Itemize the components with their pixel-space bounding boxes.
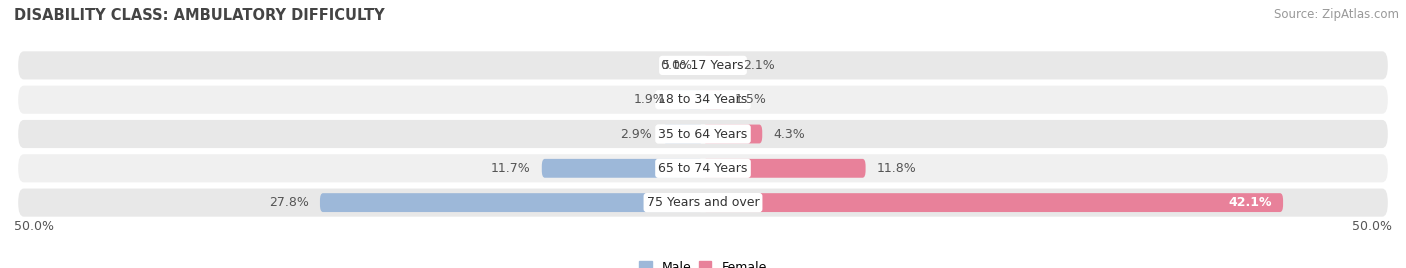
Text: 1.9%: 1.9% (634, 93, 666, 106)
Text: 4.3%: 4.3% (773, 128, 806, 140)
Text: 11.7%: 11.7% (491, 162, 531, 175)
FancyBboxPatch shape (703, 125, 762, 143)
FancyBboxPatch shape (676, 90, 703, 109)
Text: 18 to 34 Years: 18 to 34 Years (658, 93, 748, 106)
FancyBboxPatch shape (703, 159, 866, 178)
Text: 2.9%: 2.9% (620, 128, 652, 140)
Text: Source: ZipAtlas.com: Source: ZipAtlas.com (1274, 8, 1399, 21)
FancyBboxPatch shape (703, 56, 733, 75)
Text: 2.1%: 2.1% (742, 59, 775, 72)
FancyBboxPatch shape (18, 189, 1388, 217)
Text: 35 to 64 Years: 35 to 64 Years (658, 128, 748, 140)
FancyBboxPatch shape (664, 125, 703, 143)
FancyBboxPatch shape (541, 159, 703, 178)
Text: 1.5%: 1.5% (735, 93, 766, 106)
Text: 42.1%: 42.1% (1229, 196, 1272, 209)
FancyBboxPatch shape (18, 154, 1388, 182)
FancyBboxPatch shape (703, 90, 724, 109)
Text: 75 Years and over: 75 Years and over (647, 196, 759, 209)
Text: 5 to 17 Years: 5 to 17 Years (662, 59, 744, 72)
Text: 50.0%: 50.0% (14, 220, 53, 233)
FancyBboxPatch shape (703, 193, 1284, 212)
FancyBboxPatch shape (18, 51, 1388, 79)
Text: 65 to 74 Years: 65 to 74 Years (658, 162, 748, 175)
FancyBboxPatch shape (18, 120, 1388, 148)
Text: 27.8%: 27.8% (269, 196, 309, 209)
Text: DISABILITY CLASS: AMBULATORY DIFFICULTY: DISABILITY CLASS: AMBULATORY DIFFICULTY (14, 8, 385, 23)
Legend: Male, Female: Male, Female (634, 256, 772, 268)
Text: 50.0%: 50.0% (1353, 220, 1392, 233)
FancyBboxPatch shape (321, 193, 703, 212)
Text: 0.0%: 0.0% (659, 59, 692, 72)
Text: 11.8%: 11.8% (876, 162, 917, 175)
FancyBboxPatch shape (18, 86, 1388, 114)
